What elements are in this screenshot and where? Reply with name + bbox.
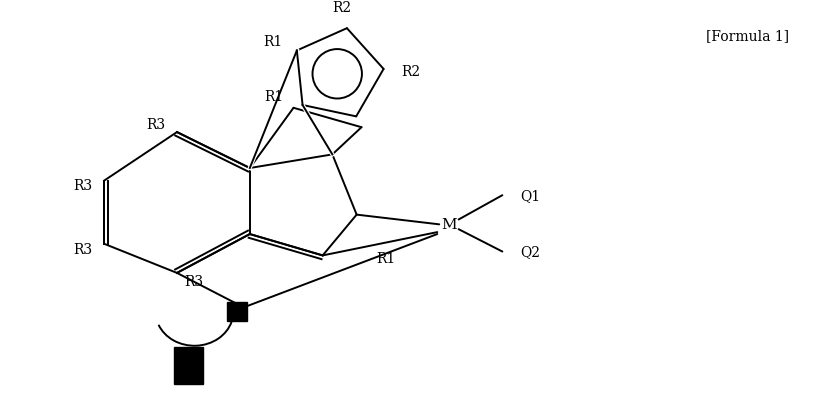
Text: R3: R3 <box>146 118 165 132</box>
Text: R2: R2 <box>332 1 351 15</box>
Bar <box>228 302 247 322</box>
Text: R3: R3 <box>185 274 204 288</box>
Text: R3: R3 <box>73 179 92 193</box>
Text: M: M <box>441 218 457 232</box>
Text: R2: R2 <box>401 65 420 79</box>
Text: R1: R1 <box>376 252 395 266</box>
Text: [Formula 1]: [Formula 1] <box>705 29 789 43</box>
Text: Q2: Q2 <box>520 245 540 259</box>
Text: R1: R1 <box>263 35 282 49</box>
Text: Q1: Q1 <box>520 189 540 202</box>
Text: R1: R1 <box>265 90 284 104</box>
Text: R3: R3 <box>73 242 92 256</box>
Bar <box>174 347 203 384</box>
